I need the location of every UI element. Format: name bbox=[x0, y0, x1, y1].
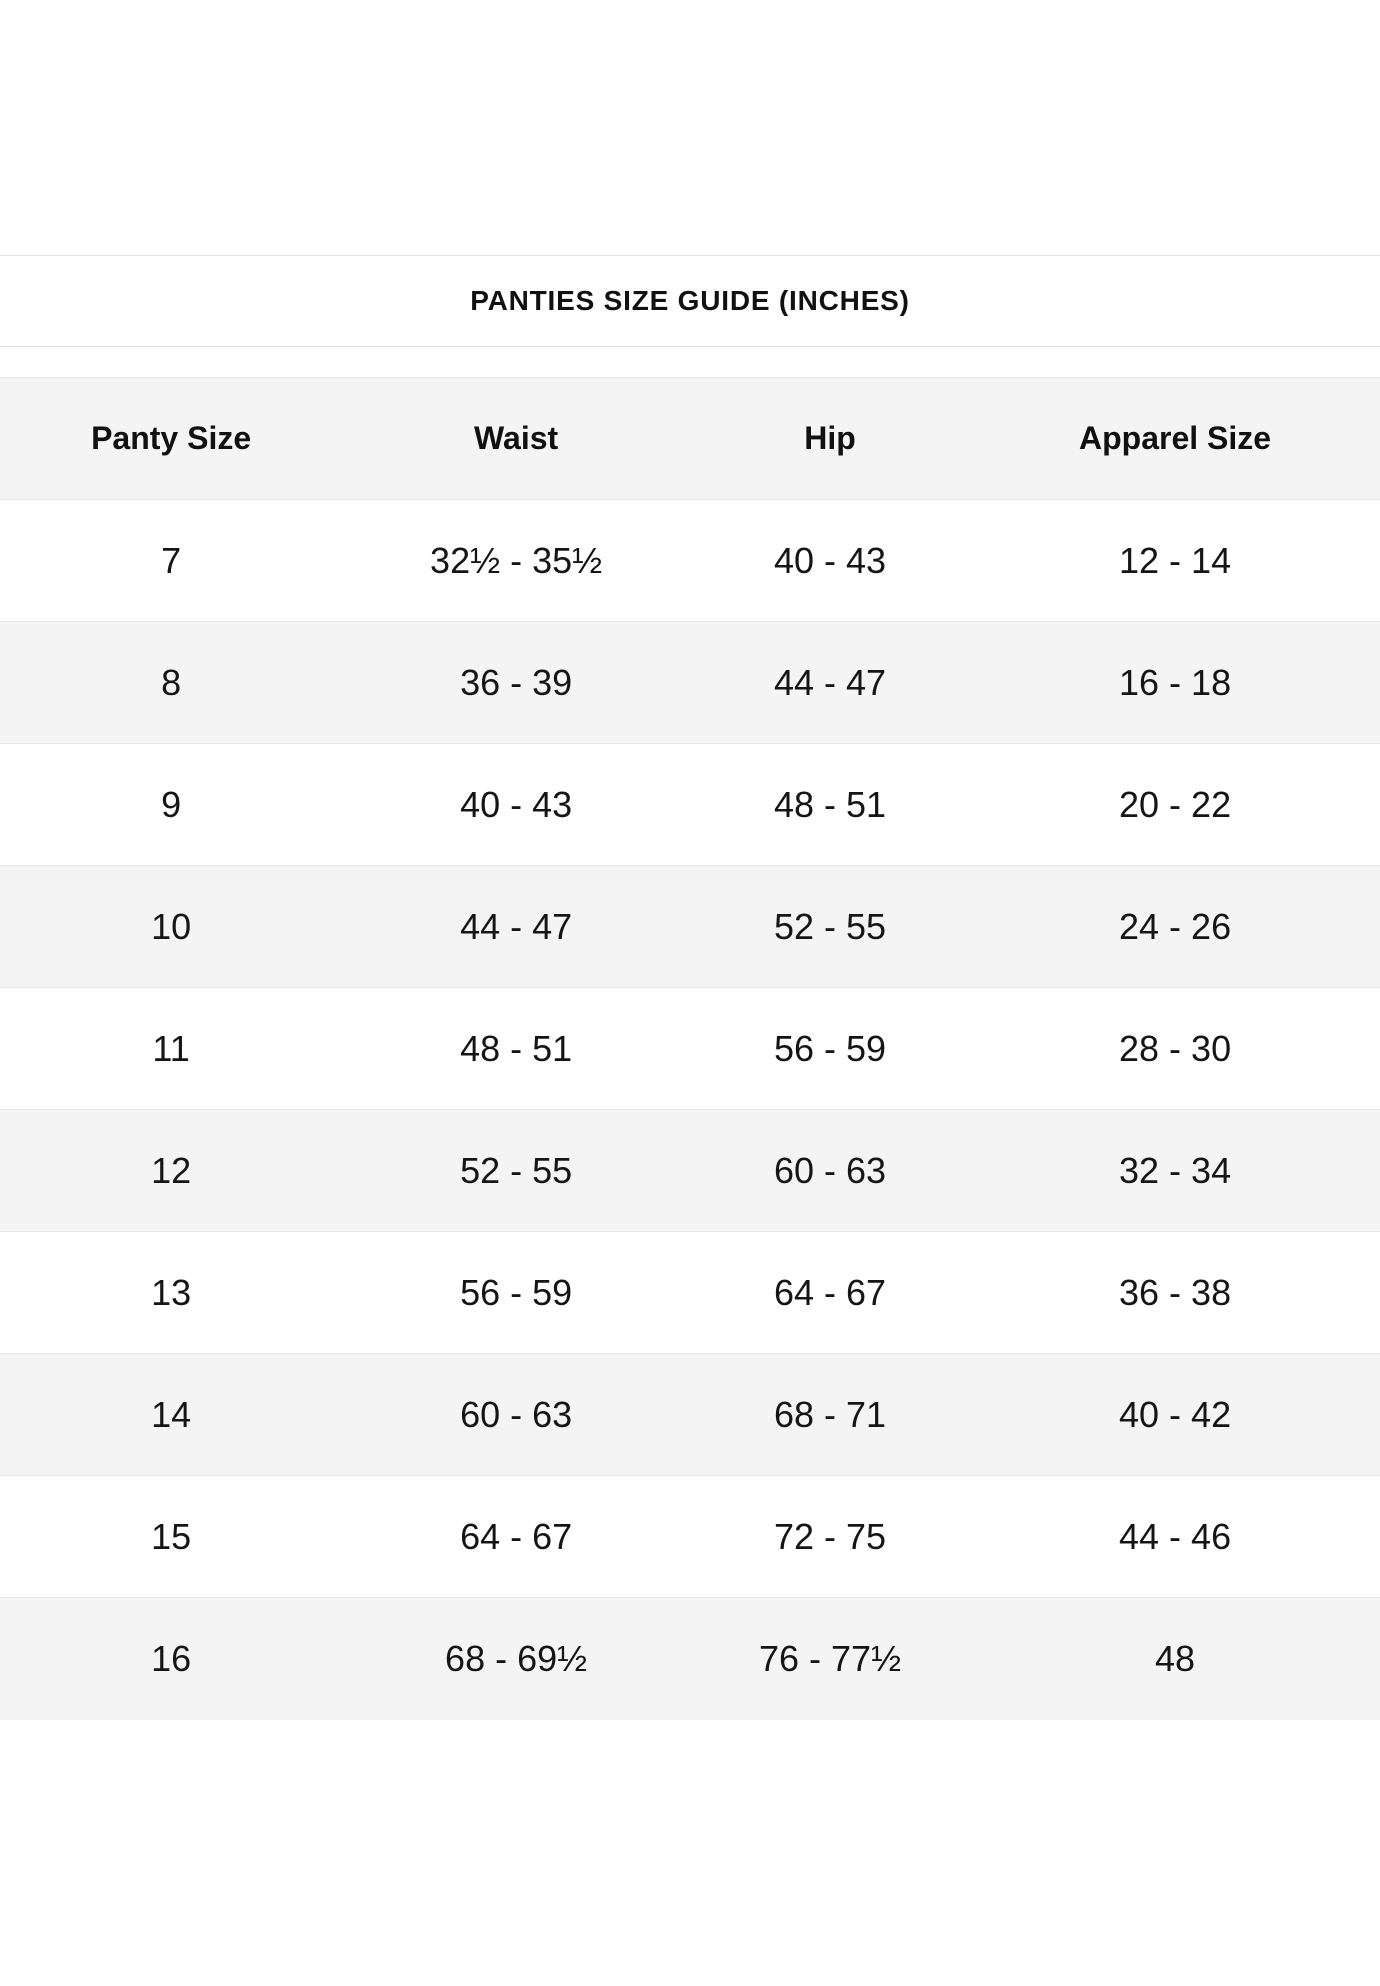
waist-cell: 68 - 69½ bbox=[342, 1597, 690, 1720]
hip-cell: 68 - 71 bbox=[689, 1353, 971, 1476]
apparel-size-cell: 28 - 30 bbox=[970, 987, 1380, 1110]
waist-cell: 36 - 39 bbox=[342, 621, 690, 744]
panty-size-cell: 15 bbox=[0, 1475, 343, 1598]
table-row: 12 52 - 55 60 - 63 32 - 34 bbox=[0, 1109, 1380, 1232]
table-row: 16 68 - 69½ 76 - 77½ 48 bbox=[0, 1597, 1380, 1720]
panty-size-cell: 8 bbox=[0, 621, 343, 744]
size-guide-title: PANTIES SIZE GUIDE (INCHES) bbox=[470, 285, 910, 316]
hip-cell: 76 - 77½ bbox=[689, 1597, 971, 1720]
size-guide-title-bar: PANTIES SIZE GUIDE (INCHES) bbox=[0, 255, 1380, 347]
panty-size-cell: 7 bbox=[0, 499, 343, 622]
table-row: 9 40 - 43 48 - 51 20 - 22 bbox=[0, 743, 1380, 866]
hip-cell: 72 - 75 bbox=[689, 1475, 971, 1598]
table-row: 15 64 - 67 72 - 75 44 - 46 bbox=[0, 1475, 1380, 1598]
waist-cell: 60 - 63 bbox=[342, 1353, 690, 1476]
apparel-size-cell: 48 bbox=[970, 1597, 1380, 1720]
table-row: 10 44 - 47 52 - 55 24 - 26 bbox=[0, 865, 1380, 988]
column-header-apparel-size: Apparel Size bbox=[970, 377, 1380, 500]
hip-cell: 48 - 51 bbox=[689, 743, 971, 866]
hip-cell: 56 - 59 bbox=[689, 987, 971, 1110]
table-gap bbox=[0, 347, 1380, 377]
panty-size-cell: 13 bbox=[0, 1231, 343, 1354]
panty-size-cell: 11 bbox=[0, 987, 343, 1110]
waist-cell: 44 - 47 bbox=[342, 865, 690, 988]
table-row: 14 60 - 63 68 - 71 40 - 42 bbox=[0, 1353, 1380, 1476]
column-header-hip: Hip bbox=[689, 377, 971, 500]
waist-cell: 48 - 51 bbox=[342, 987, 690, 1110]
header-row: Panty Size Waist Hip Apparel Size bbox=[0, 377, 1380, 500]
hip-cell: 64 - 67 bbox=[689, 1231, 971, 1354]
panty-size-cell: 9 bbox=[0, 743, 343, 866]
top-whitespace bbox=[0, 0, 1380, 255]
waist-cell: 56 - 59 bbox=[342, 1231, 690, 1354]
table-row: 8 36 - 39 44 - 47 16 - 18 bbox=[0, 621, 1380, 744]
waist-cell: 40 - 43 bbox=[342, 743, 690, 866]
waist-cell: 32½ - 35½ bbox=[342, 499, 690, 622]
hip-cell: 44 - 47 bbox=[689, 621, 971, 744]
size-guide-table-body: 7 32½ - 35½ 40 - 43 12 - 14 8 36 - 39 44 - 47 1… bbox=[0, 499, 1380, 1720]
hip-cell: 60 - 63 bbox=[689, 1109, 971, 1232]
apparel-size-cell: 24 - 26 bbox=[970, 865, 1380, 988]
apparel-size-cell: 12 - 14 bbox=[970, 499, 1380, 622]
apparel-size-cell: 44 - 46 bbox=[970, 1475, 1380, 1598]
panty-size-cell: 10 bbox=[0, 865, 343, 988]
panty-size-cell: 16 bbox=[0, 1597, 343, 1720]
table-row: 13 56 - 59 64 - 67 36 - 38 bbox=[0, 1231, 1380, 1354]
panty-size-cell: 14 bbox=[0, 1353, 343, 1476]
table-row: 7 32½ - 35½ 40 - 43 12 - 14 bbox=[0, 499, 1380, 622]
table-row: 11 48 - 51 56 - 59 28 - 30 bbox=[0, 987, 1380, 1110]
column-header-waist: Waist bbox=[342, 377, 690, 500]
apparel-size-cell: 32 - 34 bbox=[970, 1109, 1380, 1232]
apparel-size-cell: 20 - 22 bbox=[970, 743, 1380, 866]
apparel-size-cell: 36 - 38 bbox=[970, 1231, 1380, 1354]
panty-size-cell: 12 bbox=[0, 1109, 343, 1232]
hip-cell: 40 - 43 bbox=[689, 499, 971, 622]
hip-cell: 52 - 55 bbox=[689, 865, 971, 988]
apparel-size-cell: 16 - 18 bbox=[970, 621, 1380, 744]
apparel-size-cell: 40 - 42 bbox=[970, 1353, 1380, 1476]
waist-cell: 64 - 67 bbox=[342, 1475, 690, 1598]
size-guide-table: Panty Size Waist Hip Apparel Size 7 32½ - 35… bbox=[0, 377, 1380, 1720]
column-header-panty-size: Panty Size bbox=[0, 377, 343, 500]
waist-cell: 52 - 55 bbox=[342, 1109, 690, 1232]
